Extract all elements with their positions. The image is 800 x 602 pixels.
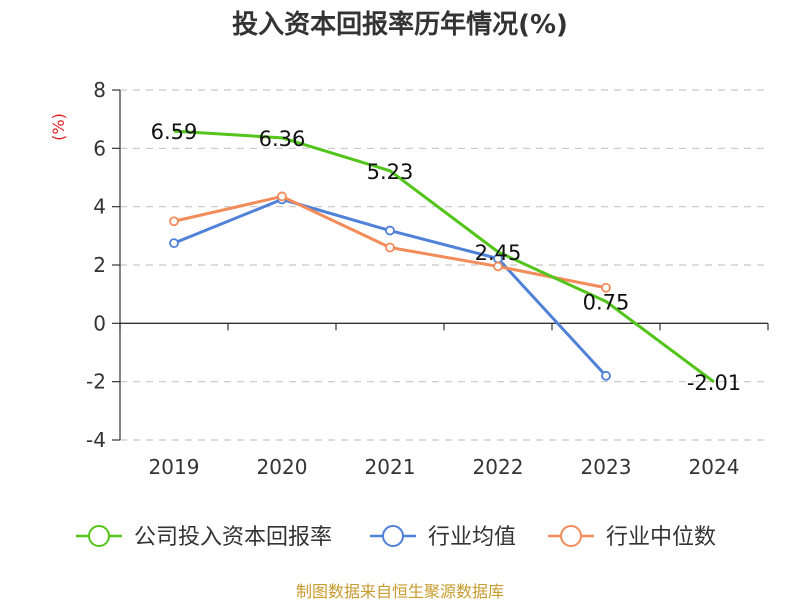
- legend-label: 公司投入资本回报率: [134, 525, 332, 550]
- data-point: [169, 216, 179, 227]
- legend-label: 行业均值: [428, 525, 516, 550]
- legend-marker: [382, 525, 404, 547]
- x-tick-label: 2021: [365, 455, 416, 479]
- legend-marker: [560, 525, 582, 547]
- axes: 8 6 4 2 0 -2 -4 2019 2020 2021 2022 2023 2024: [86, 78, 769, 479]
- data-point: [385, 242, 395, 253]
- y-tick-label: -2: [86, 370, 106, 394]
- chart-title: 投入资本回报率历年情况(%): [232, 10, 568, 40]
- y-tick-label: 8: [93, 78, 106, 102]
- data-labels: 6.59 6.36 5.23 2.45 0.75 -2.01: [151, 120, 742, 395]
- y-axis-label: (%): [49, 113, 68, 141]
- data-point: [601, 370, 611, 381]
- y-tick-label: 4: [93, 195, 106, 219]
- data-point: [385, 225, 395, 236]
- series-line: [173, 194, 607, 290]
- x-tick-label: 2020: [257, 455, 308, 479]
- data-label: 0.75: [583, 290, 630, 314]
- source-note: 制图数据来自恒生聚源数据库: [295, 582, 504, 601]
- legend: 公司投入资本回报率 行业均值 行业中位数: [76, 525, 716, 550]
- x-tick-label: 2022: [473, 455, 524, 479]
- y-tick-label: 2: [93, 253, 106, 277]
- series-lines: [169, 129, 715, 384]
- x-tick-label: 2019: [149, 455, 200, 479]
- legend-marker: [88, 525, 110, 547]
- series-line: [173, 129, 715, 384]
- data-label: 5.23: [367, 160, 414, 184]
- data-label: 6.36: [259, 127, 306, 151]
- data-label: 2.45: [475, 241, 522, 265]
- gridlines: [120, 89, 768, 441]
- x-tick-label: 2023: [581, 455, 632, 479]
- y-tick-label: 0: [93, 311, 106, 335]
- y-tick-label: -4: [86, 428, 106, 452]
- data-label: -2.01: [687, 371, 741, 395]
- legend-label: 行业中位数: [606, 525, 716, 550]
- x-tick-label: 2024: [689, 455, 740, 479]
- data-point: [169, 238, 179, 249]
- data-point: [601, 282, 611, 293]
- data-point: [493, 261, 503, 272]
- y-tick-label: 6: [93, 136, 106, 160]
- data-point: [277, 191, 287, 202]
- data-label: 6.59: [151, 120, 198, 144]
